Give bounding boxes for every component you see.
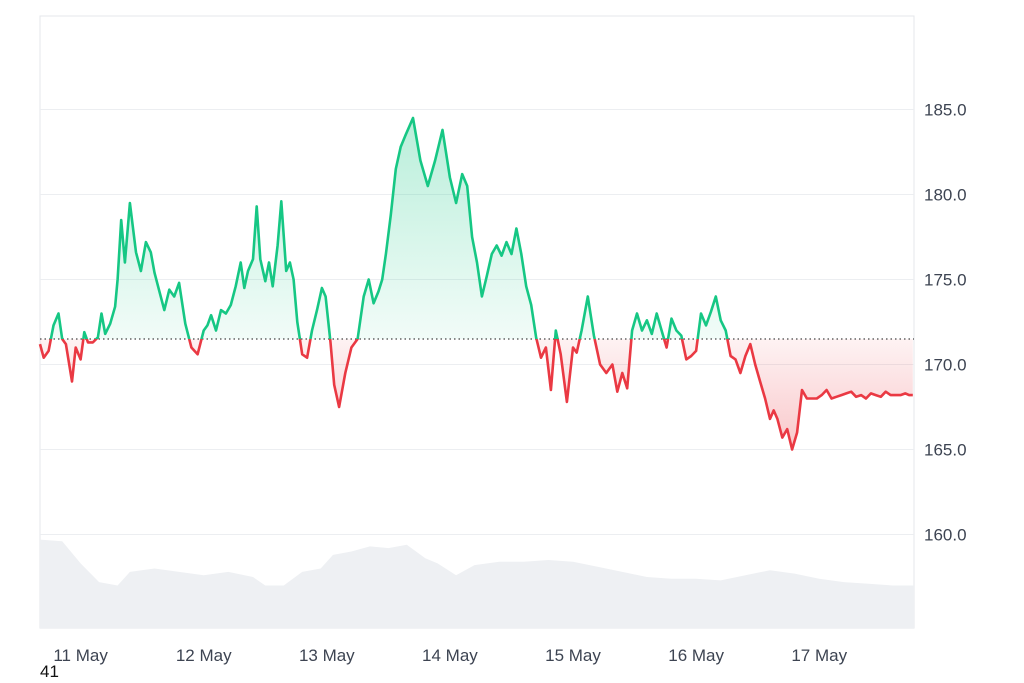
price-line-layer: [38, 116, 913, 451]
footnote-text: 41: [40, 662, 59, 681]
x-axis-tick-labels: 11 May 12 May 13 May 14 May 15 May 16 May 17 M…: [53, 646, 847, 665]
y-tick-label: 180.0: [924, 186, 967, 205]
volume-area-layer: [40, 539, 914, 628]
price-area-layer: [40, 118, 913, 450]
y-axis-tick-labels: 160.0 165.0 170.0 175.0 180.0 185.0: [924, 101, 967, 545]
x-tick-label: 12 May: [176, 646, 232, 665]
x-tick-label: 13 May: [299, 646, 355, 665]
x-tick-label: 15 May: [545, 646, 601, 665]
y-tick-label: 160.0: [924, 526, 967, 545]
y-tick-label: 175.0: [924, 271, 967, 290]
volume-area: [40, 539, 914, 628]
area-below-baseline: [40, 339, 913, 450]
price-line-below: [38, 339, 913, 451]
x-tick-label: 17 May: [791, 646, 847, 665]
price-line-above: [49, 116, 729, 339]
y-tick-label: 185.0: [924, 101, 967, 120]
area-above-baseline: [40, 118, 913, 339]
x-tick-label: 11 May: [53, 646, 108, 665]
x-tick-label: 14 May: [422, 646, 478, 665]
y-tick-label: 165.0: [924, 441, 967, 460]
y-tick-label: 170.0: [924, 356, 967, 375]
x-tick-label: 16 May: [668, 646, 724, 665]
